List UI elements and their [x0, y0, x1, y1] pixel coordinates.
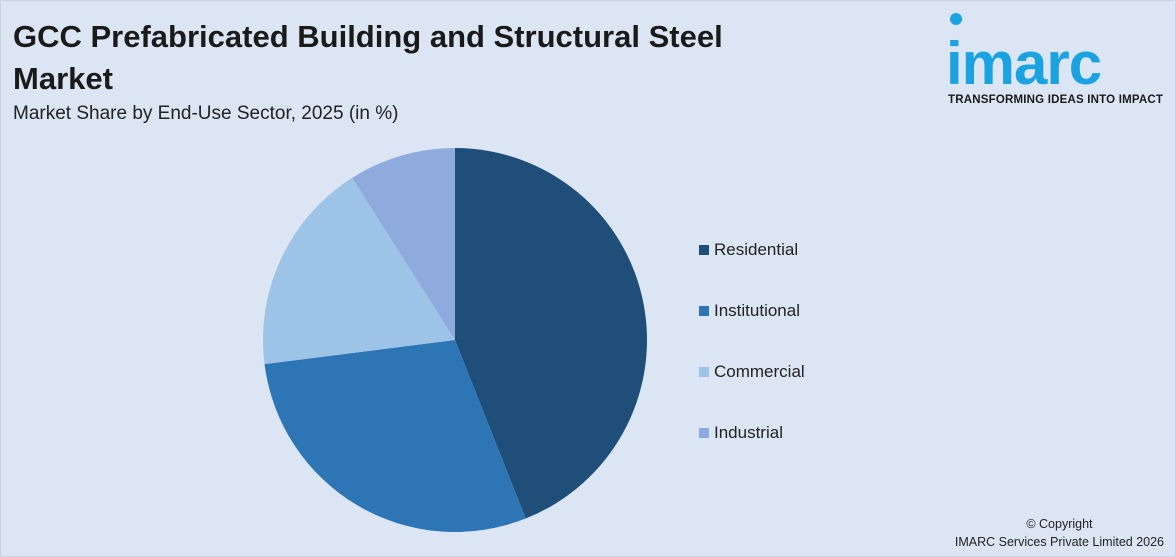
logo-dot-icon [950, 13, 962, 25]
pie-slice-industrial [352, 148, 455, 340]
legend-item-institutional: Institutional [699, 301, 805, 321]
legend-swatch [699, 245, 709, 255]
legend-label: Institutional [714, 301, 800, 320]
legend-label: Commercial [714, 362, 805, 381]
legend-swatch [699, 306, 709, 316]
legend: Residential Institutional Commercial Indust… [699, 240, 805, 484]
pie-chart [263, 148, 648, 532]
pie-slice-commercial [263, 177, 455, 365]
pie-slice-institutional [264, 340, 526, 532]
legend-label: Residential [714, 240, 799, 259]
legend-item-industrial: Industrial [699, 423, 805, 443]
copyright-block: © Copyright IMARC Services Private Limit… [955, 515, 1164, 551]
pie-slice-residential [455, 148, 648, 519]
legend-item-residential: Residential [699, 240, 805, 260]
logo-tagline: TRANSFORMING IDEAS INTO IMPACT [948, 94, 1164, 106]
legend-label: Industrial [714, 423, 783, 442]
logo-wordmark: imarc [946, 30, 1102, 97]
legend-item-commercial: Commercial [699, 362, 805, 382]
copyright-company: IMARC Services Private Limited 2026 [954, 535, 1164, 549]
chart-title: GCC Prefabricated Building and Structura… [13, 19, 723, 96]
chart-subtitle: Market Share by End-Use Sector, 2025 (in… [13, 103, 399, 124]
imarc-logo: imarc TRANSFORMING IDEAS INTO IMPACT [944, 12, 1172, 112]
legend-swatch [699, 367, 709, 377]
legend-swatch [699, 428, 709, 438]
copyright-label: © Copyright [1026, 517, 1093, 531]
